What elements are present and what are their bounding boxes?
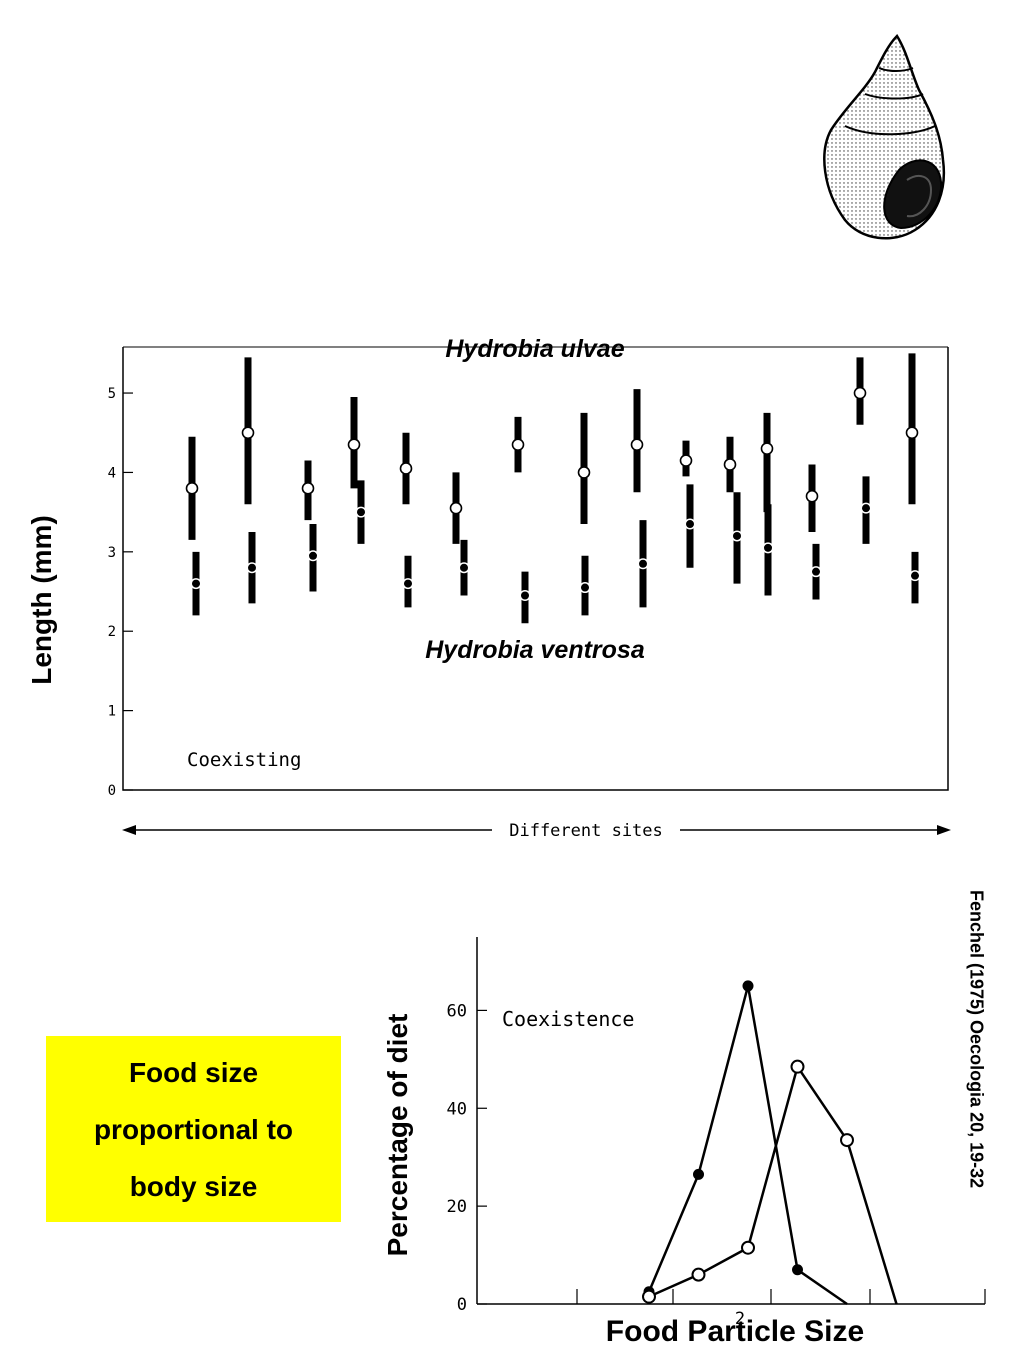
plot-frame [122, 347, 949, 791]
ulvae-mean-marker [805, 489, 819, 503]
ventrosa-mean-marker [812, 567, 820, 576]
callout-line: Food size [128, 1056, 259, 1088]
callout-box: Food size proportional to body size [46, 1036, 341, 1222]
filled-series-point [742, 980, 754, 992]
snail-shell-icon [823, 34, 946, 240]
length-range-chart: 0 1 2 3 4 5 Coexisting Different sites [108, 346, 951, 841]
ulvae-mean-marker [723, 458, 737, 471]
y-tick-label: 0 [108, 783, 116, 799]
filled-series-point [792, 1264, 803, 1276]
ulvae-mean-marker [301, 482, 315, 495]
series-label-hydrobia-ulvae: Hydrobia ulvae [445, 335, 625, 363]
ulvae-mean-marker [185, 482, 199, 495]
y-tick-label: 3 [108, 545, 116, 561]
ventrosa-mean-marker [357, 508, 365, 517]
series-label-hydrobia-ventrosa: Hydrobia ventrosa [425, 636, 645, 664]
open-series-point [642, 1289, 656, 1304]
ulvae-mean-marker [347, 438, 361, 451]
callout-line: proportional to [93, 1113, 294, 1145]
y-tick-label: 0 [457, 1295, 467, 1315]
ulvae-mean-marker [905, 426, 919, 440]
ventrosa-mean-marker [862, 504, 870, 513]
ulvae-mean-marker [679, 454, 693, 467]
ulvae-mean-marker [577, 466, 591, 479]
open-series-point [840, 1133, 854, 1148]
open-series-line [648, 1063, 898, 1305]
citation: Fenchel (1975) Oecologia 20, 19-32 [966, 890, 987, 1189]
x-tick-label: 2 [735, 1309, 745, 1329]
ulvae-mean-marker [511, 438, 525, 451]
ulvae-mean-marker [853, 386, 867, 400]
ulvae-mean-marker [241, 426, 255, 440]
diet-line-chart: 0 20 40 60 2 Coexistence [447, 937, 986, 1329]
y-tick-label: 60 [447, 1001, 467, 1021]
y-tick-label: 4 [108, 465, 116, 481]
open-series-point [790, 1059, 805, 1074]
ulvae-mean-marker [760, 442, 774, 455]
arrow-right-icon [937, 825, 951, 835]
y-tick-label: 20 [447, 1197, 467, 1217]
ventrosa-mean-marker [460, 563, 468, 572]
ventrosa-mean-marker [686, 520, 694, 529]
x-axis-title-food-size: Food Particle Size [605, 1315, 865, 1348]
y-tick-label: 2 [108, 624, 116, 640]
ventrosa-mean-marker [639, 559, 647, 568]
ventrosa-mean-marker [911, 571, 919, 580]
ventrosa-mean-marker [309, 551, 317, 560]
y-tick-label: 1 [108, 704, 116, 720]
ventrosa-mean-marker [581, 583, 589, 592]
ventrosa-mean-marker [521, 591, 529, 600]
y-tick-label: 5 [108, 386, 116, 402]
ventrosa-mean-marker [404, 579, 412, 588]
ulvae-mean-marker [399, 462, 413, 475]
ventrosa-mean-marker [733, 531, 741, 540]
y-axis-title-percentage: Percentage of diet [382, 1013, 413, 1257]
annotation-coexistence: Coexistence [502, 1007, 634, 1031]
ventrosa-mean-marker [764, 543, 772, 552]
callout-line: body size [129, 1170, 258, 1202]
filled-series-line [647, 985, 848, 1306]
x-axis-title-sites: Different sites [509, 821, 663, 841]
y-axis-title-length: Length (mm) [26, 515, 57, 685]
ulvae-mean-marker [630, 438, 644, 451]
y-tick-label: 40 [447, 1099, 467, 1119]
open-series-point [691, 1267, 706, 1282]
arrow-left-icon [122, 825, 136, 835]
open-series-point [741, 1240, 755, 1255]
ulvae-mean-marker [449, 501, 463, 515]
annotation-coexisting: Coexisting [187, 749, 301, 771]
ventrosa-mean-marker [192, 579, 200, 588]
ventrosa-mean-marker [248, 563, 256, 572]
filled-series-point [693, 1168, 704, 1180]
